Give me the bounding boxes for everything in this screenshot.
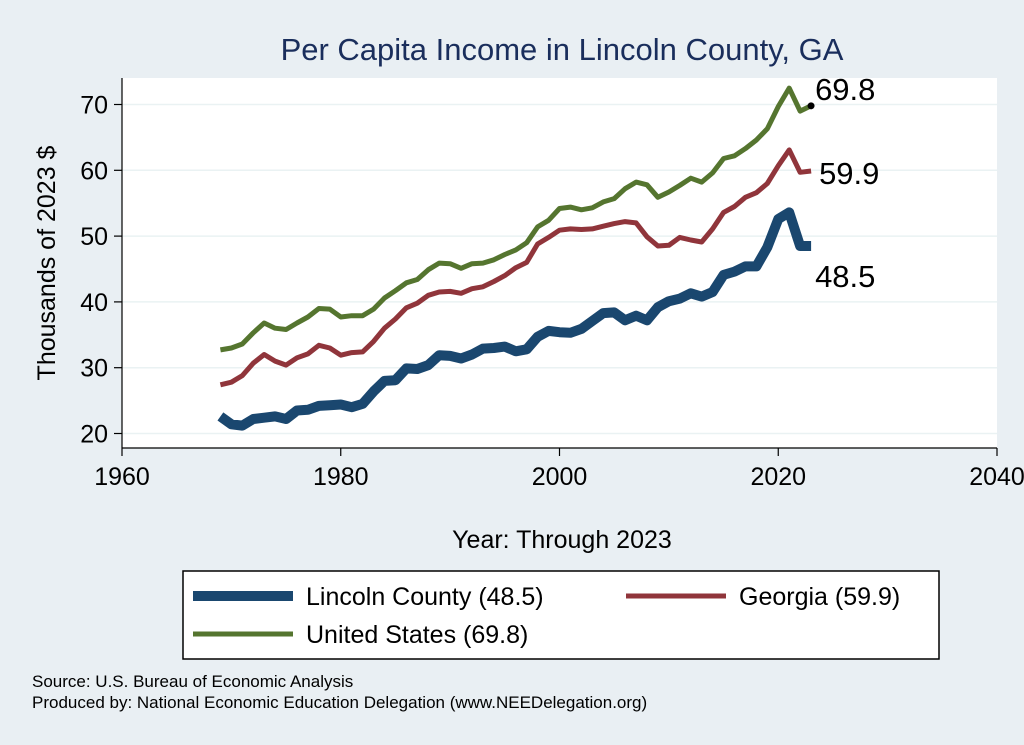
series-lines <box>217 85 813 431</box>
y-axis-label: Thousands of 2023 $ <box>33 145 61 380</box>
legend-label-2: Georgia (59.9) <box>739 583 900 611</box>
end-label-1: 48.5 <box>815 259 875 294</box>
y-tick-label: 40 <box>80 289 108 317</box>
y-tick-label: 60 <box>80 157 108 185</box>
chart-title: Per Capita Income in Lincoln County, GA <box>281 32 844 67</box>
legend: Lincoln County (48.5) Georgia (59.9) Unite… <box>182 570 940 660</box>
series-line-3 <box>219 85 813 353</box>
source-note: Source: U.S. Bureau of Economic Analysis <box>32 672 353 691</box>
x-tick-label: 2040 <box>969 463 1024 491</box>
legend-label-3: United States (69.8) <box>306 621 528 649</box>
series-line-1 <box>217 207 812 431</box>
gridlines <box>122 103 997 435</box>
series-line-2 <box>219 147 812 388</box>
end-label-2: 59.9 <box>819 156 879 191</box>
y-tick-label: 30 <box>80 355 108 383</box>
end-label-3: 69.8 <box>815 72 875 107</box>
y-tick-label: 20 <box>80 421 108 449</box>
axes: 20 30 40 50 60 70 1960 1980 2000 2020 2040 <box>80 78 1024 491</box>
end-labels: 48.5 59.9 69.8 <box>807 72 879 294</box>
x-tick-label: 1980 <box>313 463 369 491</box>
end-marker <box>807 102 815 110</box>
produced-by-note: Produced by: National Economic Education… <box>32 693 647 712</box>
x-tick-label: 2020 <box>750 463 806 491</box>
legend-box <box>182 570 940 660</box>
y-tick-label: 70 <box>80 92 108 120</box>
x-axis-label: Year: Through 2023 <box>452 526 672 554</box>
plot-area <box>122 78 997 448</box>
legend-label-1: Lincoln County (48.5) <box>306 583 544 611</box>
y-tick-label: 50 <box>80 223 108 251</box>
x-tick-label: 2000 <box>532 463 588 491</box>
x-tick-label: 1960 <box>94 463 150 491</box>
